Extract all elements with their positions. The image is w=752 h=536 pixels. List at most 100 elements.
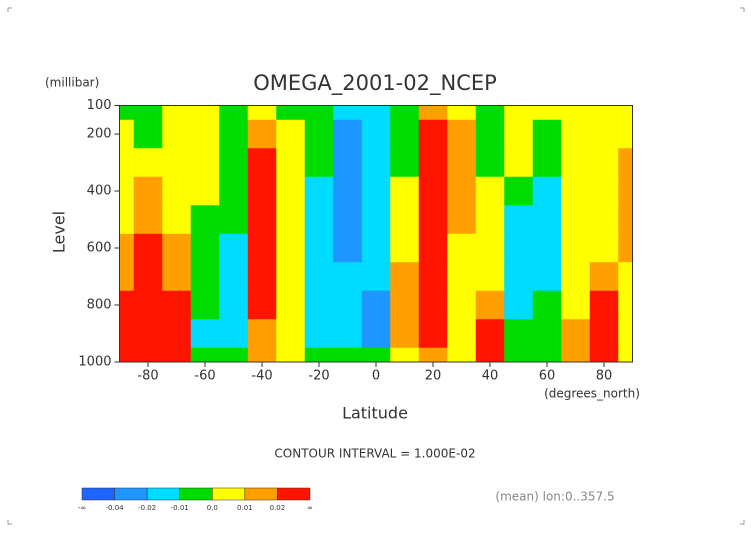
contour-cell (418, 233, 448, 263)
contour-cell (475, 105, 505, 121)
contour-cell (133, 176, 163, 206)
contour-cell (447, 105, 477, 121)
contour-cell (190, 176, 220, 206)
contour-cell (589, 105, 619, 121)
contour-cell (418, 290, 448, 320)
contour-cell (475, 176, 505, 206)
contour-cell (532, 119, 562, 149)
contour-cell (276, 319, 306, 349)
contour-cell (247, 119, 277, 149)
contour-cell (618, 119, 633, 149)
contour-cell (119, 105, 135, 121)
contour-cell (447, 319, 477, 349)
contour-cell (133, 233, 163, 263)
contour-cell (361, 347, 391, 363)
contour-cell (333, 319, 363, 349)
y-axis-label: Level (50, 211, 69, 253)
contour-cell (504, 148, 534, 178)
colorbar-swatch (179, 487, 213, 501)
contour-cell (475, 119, 505, 149)
contour-cell (504, 233, 534, 263)
contour-cell (561, 205, 591, 235)
contour-cell (561, 119, 591, 149)
contour-cell (304, 290, 334, 320)
contour-cell (532, 319, 562, 349)
contour-cell (504, 105, 534, 121)
contour-cell (447, 148, 477, 178)
contour-cell (162, 233, 192, 263)
subtitle: CONTOUR INTERVAL = 1.000E-02 (274, 447, 475, 461)
colorbar-label: -0.01 (171, 504, 189, 512)
contour-cell (133, 290, 163, 320)
colorbar-swatch (114, 487, 148, 501)
contour-cell (418, 319, 448, 349)
x-tick-label: 20 (425, 369, 442, 384)
contour-cell (304, 176, 334, 206)
y-tick-label: 200 (87, 127, 112, 142)
contour-cell (390, 176, 420, 206)
contour-cell (532, 347, 562, 363)
contour-cell (504, 347, 534, 363)
contour-cell (162, 148, 192, 178)
contour-cell (618, 262, 633, 292)
contour-cell (390, 347, 420, 363)
contour-cell (447, 176, 477, 206)
contour-cell (162, 119, 192, 149)
contour-cell (190, 262, 220, 292)
x-axis-label: Latitude (342, 404, 408, 423)
contour-cell (418, 105, 448, 121)
contour-cell (276, 262, 306, 292)
contour-cell (219, 148, 249, 178)
contour-cell (190, 233, 220, 263)
contour-cell (133, 119, 163, 149)
contour-cell (361, 176, 391, 206)
contour-cell (333, 105, 363, 121)
contour-cell (475, 148, 505, 178)
contour-cell (504, 290, 534, 320)
colorbar-label: ∞ (307, 504, 313, 512)
colorbar-label: 0.02 (270, 504, 286, 512)
contour-cell (219, 105, 249, 121)
contour-cell (276, 290, 306, 320)
contour-cell (162, 319, 192, 349)
contour-cell (119, 148, 135, 178)
contour-cell (247, 205, 277, 235)
contour-cell (475, 347, 505, 363)
contour-cell (561, 262, 591, 292)
contour-cell (618, 148, 633, 178)
contour-cell (219, 262, 249, 292)
contour-cell (333, 205, 363, 235)
contour-cell (162, 290, 192, 320)
contour-cell (361, 105, 391, 121)
colorbar-swatch (81, 487, 115, 501)
contour-cell (418, 205, 448, 235)
contour-cell (333, 347, 363, 363)
contour-cell (475, 233, 505, 263)
contour-cell (418, 347, 448, 363)
contour-cell (532, 262, 562, 292)
contour-cell (190, 290, 220, 320)
contour-cell (589, 148, 619, 178)
contour-cell (276, 176, 306, 206)
contour-cell (618, 205, 633, 235)
contour-cell (119, 319, 135, 349)
contour-cell (361, 148, 391, 178)
contour-cell (133, 347, 163, 363)
contour-cell (532, 176, 562, 206)
contour-cell (361, 233, 391, 263)
contour-cell (418, 148, 448, 178)
contour-cell (390, 319, 420, 349)
contour-cell (447, 262, 477, 292)
contour-cell (589, 176, 619, 206)
contour-cell (119, 347, 135, 363)
contour-cell (390, 233, 420, 263)
contour-cell (447, 205, 477, 235)
contour-cell (504, 205, 534, 235)
contour-cell (247, 148, 277, 178)
contour-cell (475, 319, 505, 349)
contour-cell (304, 262, 334, 292)
contour-cell (361, 119, 391, 149)
corner-marks (7, 7, 745, 525)
contour-cell (133, 262, 163, 292)
